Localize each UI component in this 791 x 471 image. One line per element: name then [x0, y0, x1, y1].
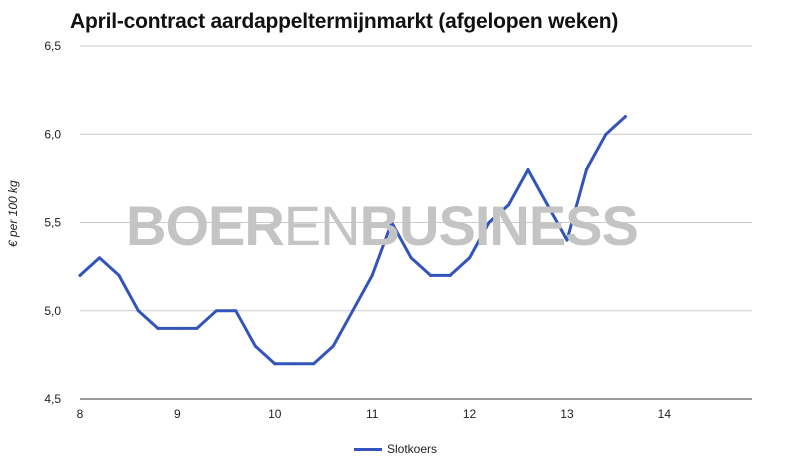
data-point	[117, 273, 121, 277]
chart-title: April-contract aardappeltermijnmarkt (af…	[70, 10, 619, 33]
y-tick-label: 4,5	[44, 392, 61, 406]
data-point	[604, 132, 608, 136]
data-point	[390, 221, 394, 224]
x-tick-label: 10	[268, 407, 282, 421]
y-tick-label: 5,5	[44, 216, 61, 230]
data-point	[156, 326, 160, 330]
x-tick-label: 8	[77, 407, 84, 421]
data-point	[487, 221, 491, 224]
y-tick-label: 6,0	[44, 127, 61, 141]
data-point	[312, 362, 316, 366]
y-tick-label: 5,0	[44, 304, 61, 318]
data-point	[351, 309, 355, 313]
watermark-logo: BOERENBUSINESS	[126, 193, 639, 258]
data-point	[565, 238, 569, 242]
data-point	[292, 362, 296, 366]
data-point	[175, 326, 179, 330]
data-point	[214, 309, 218, 313]
data-point	[623, 115, 627, 119]
data-point	[195, 326, 199, 330]
data-point	[468, 256, 472, 260]
x-tick-label: 12	[463, 407, 477, 421]
data-point	[78, 273, 82, 277]
data-point	[273, 362, 277, 366]
x-tick-label: 11	[366, 407, 379, 421]
data-point	[253, 344, 257, 348]
data-point	[584, 168, 588, 172]
y-tick-label: 6,5	[44, 39, 61, 53]
data-point	[429, 273, 433, 277]
x-tick-label: 9	[174, 407, 181, 421]
x-tick-label: 14	[658, 407, 672, 421]
data-point	[370, 273, 374, 277]
legend: Slotkoers	[0, 442, 791, 456]
data-point	[331, 344, 335, 348]
data-point	[545, 203, 549, 207]
legend-label: Slotkoers	[386, 442, 438, 456]
legend-swatch	[353, 448, 382, 452]
data-point	[526, 168, 530, 172]
x-tick-label: 13	[560, 407, 574, 421]
data-point	[409, 256, 413, 260]
watermark-part-boer: BOER	[126, 194, 285, 257]
data-point	[234, 309, 238, 313]
data-point	[136, 309, 140, 313]
data-point	[97, 256, 101, 260]
data-point	[448, 273, 452, 277]
data-point	[507, 203, 511, 207]
watermark-part-en: EN	[283, 194, 361, 257]
watermark-part-business: BUSINESS	[359, 194, 639, 257]
